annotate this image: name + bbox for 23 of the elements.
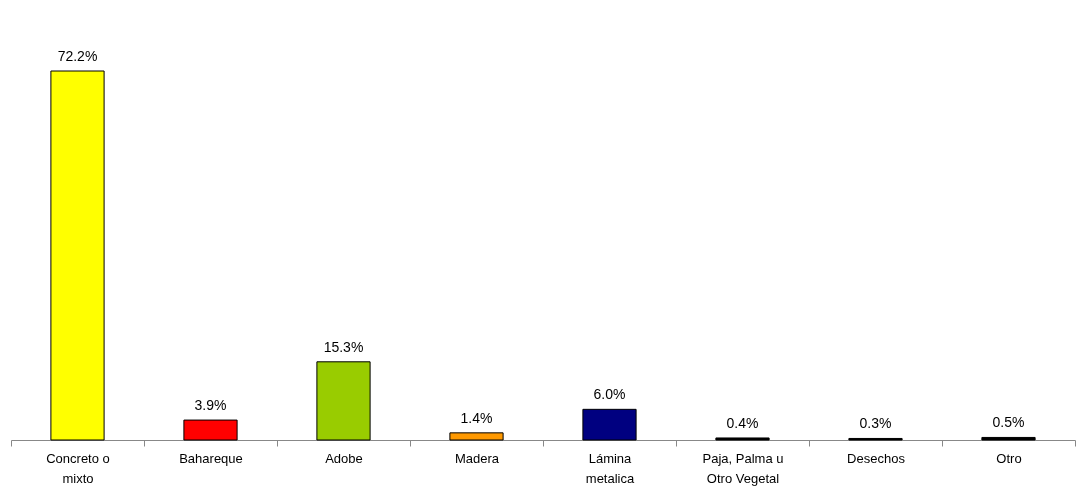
x-tick-label: Concreto o mixto: [46, 450, 110, 486]
data-label: 15.3%: [323, 338, 364, 355]
data-label: 6.0%: [593, 386, 626, 403]
data-label: 0.5%: [992, 414, 1025, 431]
bar: [981, 436, 1036, 441]
data-label: 72.2%: [57, 48, 98, 64]
bar: [316, 361, 371, 441]
x-tick-label: Desechos: [847, 450, 906, 466]
x-tick-label: Bahareque: [179, 450, 243, 466]
bar: [50, 70, 105, 441]
bar: [715, 437, 770, 441]
x-tick-label: Adobe: [325, 450, 363, 466]
bar: [183, 419, 238, 441]
data-label: 0.3%: [859, 415, 892, 432]
x-tick-label: Madera: [454, 450, 500, 466]
x-tick-label: Otro: [996, 450, 1022, 466]
x-tick-label: Lámina metalica: [585, 450, 635, 486]
bar: [582, 408, 637, 441]
x-tick-label: Paja, Palma u Otro Vegetal: [702, 450, 784, 486]
data-label: 3.9%: [194, 397, 227, 414]
data-label: 0.4%: [726, 414, 759, 431]
data-label: 1.4%: [460, 409, 493, 426]
bar: [449, 432, 504, 441]
